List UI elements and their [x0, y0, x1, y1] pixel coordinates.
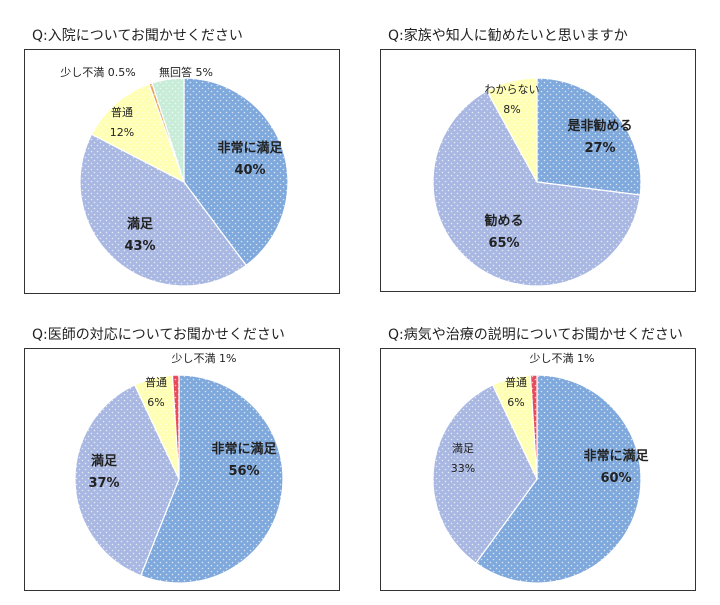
pie-slice — [432, 384, 538, 564]
pie-slice — [432, 90, 641, 287]
slice-value: 12% — [110, 126, 134, 139]
slice-label: 少し不満 1% — [530, 352, 595, 365]
pie-slice — [79, 133, 248, 287]
chart-title: Q:家族や知人に勧めたいと思いますか — [388, 28, 628, 44]
slice-label: 普通 — [505, 375, 527, 389]
chart-title: Q:入院についてお聞かせください — [32, 28, 243, 44]
slice-value: 8% — [503, 103, 520, 116]
pie-slice — [486, 77, 538, 183]
slice-label: わからない — [485, 83, 540, 96]
slice-value: 37% — [88, 476, 119, 491]
pie-slice — [475, 374, 642, 584]
slice-value: 6% — [507, 396, 524, 409]
slice-label: 満足 — [127, 216, 154, 232]
chart-title: Q:病気や治療の説明についてお聞かせください — [388, 327, 683, 343]
slice-label: 普通 — [145, 375, 167, 389]
slice-value: 56% — [228, 464, 259, 479]
pie-slice — [529, 374, 538, 480]
pie-slice — [536, 77, 642, 196]
slice-value: 60% — [600, 471, 631, 486]
slice-value: 27% — [584, 141, 615, 156]
slice-value: 33% — [451, 462, 475, 475]
slice-label: 非常に満足 — [211, 441, 277, 457]
pie-slice — [90, 83, 186, 184]
slice-label: 是非勧める — [566, 118, 632, 134]
slice-value: 6% — [147, 396, 164, 409]
slice-label: 非常に満足 — [583, 448, 649, 464]
chart-title: Q:医師の対応についてお聞かせください — [32, 327, 285, 343]
pie-slice — [139, 374, 284, 584]
slice-label: 非常に満足 — [217, 140, 283, 156]
slice-label: 少し不満 0.5% — [60, 66, 135, 79]
slice-value: 43% — [124, 239, 155, 254]
slice-label: 少し不満 1% — [172, 352, 237, 365]
slice-label: 満足 — [91, 453, 118, 469]
slice-label: 勧める — [483, 213, 523, 229]
slice-value: 65% — [488, 236, 519, 251]
pie-slice — [151, 77, 185, 183]
slice-label: 無回答 5% — [159, 65, 213, 79]
slice-value: 40% — [234, 163, 265, 178]
slice-label: 満足 — [452, 442, 474, 455]
pie-slice — [74, 384, 180, 577]
slice-label: 普通 — [111, 105, 133, 119]
pie-slice — [183, 77, 289, 267]
pie-slice — [171, 374, 180, 480]
